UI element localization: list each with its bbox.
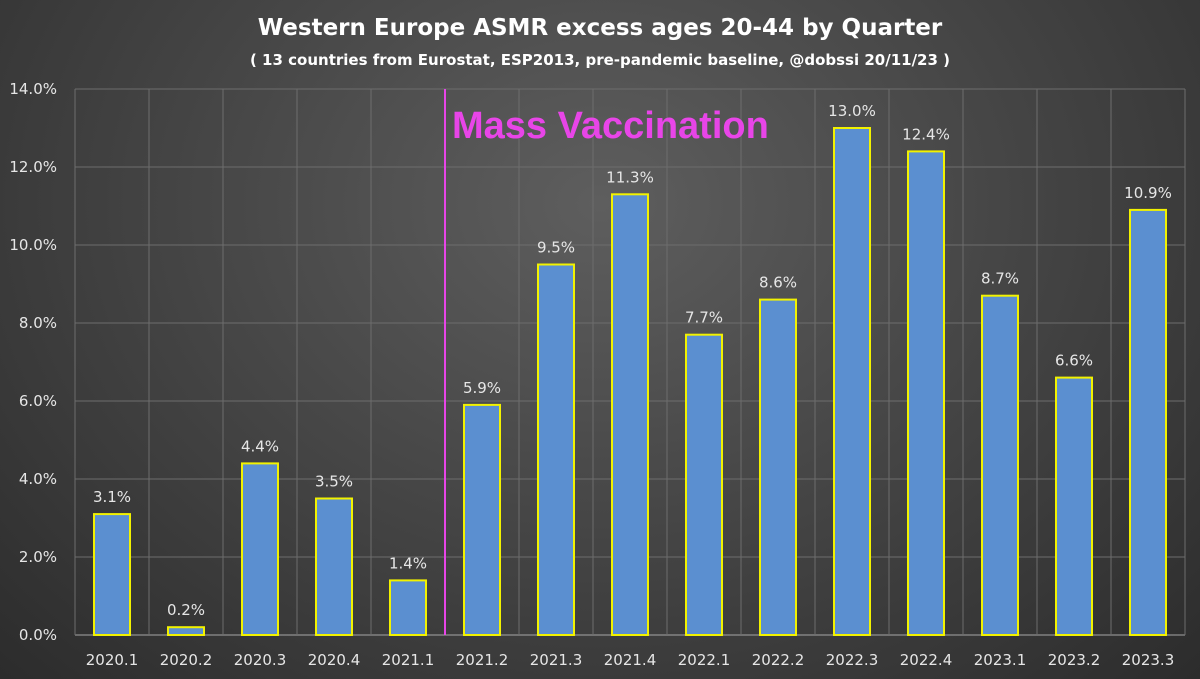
bar-value-label-2022.4: 12.4% [902,125,950,143]
bar-2022.2 [759,298,797,636]
y-tick-label: 4.0% [19,470,57,488]
bar-value-label-2021.1: 1.4% [389,554,427,572]
bar-value-label-2021.3: 9.5% [537,239,575,257]
x-tick-label-2022.1: 2022.1 [678,651,731,669]
bar-2021.3 [537,263,575,636]
bar-2022.4 [907,150,945,636]
x-tick-label-2021.1: 2021.1 [382,651,435,669]
x-tick-label-2021.2: 2021.2 [456,651,509,669]
x-tick-label-2022.3: 2022.3 [826,651,879,669]
y-tick-label: 8.0% [19,314,57,332]
bars [93,127,1167,637]
bar-2020.1 [93,513,131,636]
x-tick-label-2023.3: 2023.3 [1122,651,1175,669]
x-tick-label-2021.4: 2021.4 [604,651,657,669]
y-tick-label: 2.0% [19,548,57,566]
chart-title: Western Europe ASMR excess ages 20-44 by… [258,15,943,41]
y-tick-label: 6.0% [19,392,57,410]
bar-2023.2 [1055,376,1093,636]
y-tick-label: 12.0% [9,158,57,176]
bar-2023.1 [981,294,1019,636]
bar-2022.1 [685,333,723,636]
bar-2021.2 [463,403,501,636]
x-tick-label-2020.1: 2020.1 [86,651,139,669]
x-tick-label-2020.4: 2020.4 [308,651,361,669]
bar-value-label-2023.1: 8.7% [981,270,1019,288]
chart-subtitle: ( 13 countries from Eurostat, ESP2013, p… [250,51,950,69]
x-tick-label-2023.2: 2023.2 [1048,651,1101,669]
y-tick-label: 14.0% [9,80,57,98]
bar-2022.3 [833,127,871,636]
vaccination-annotation: Mass Vaccination [452,105,769,147]
bar-value-label-2022.1: 7.7% [685,309,723,327]
bar-2020.2 [167,626,205,637]
y-axis-tick-labels: 0.0% 2.0% 4.0% 6.0% 8.0% 10.0% 12.0% 14.0% [9,80,57,644]
bar-value-label-2020.2: 0.2% [167,601,205,619]
bar-2020.4 [315,497,353,636]
x-tick-label-2022.4: 2022.4 [900,651,953,669]
bar-value-label-2021.2: 5.9% [463,379,501,397]
bar-value-labels: 3.1% 0.2% 4.4% 3.5% 1.4% 5.9% 9.5% 11.3% 7.7% 8.6… [93,102,1172,619]
x-axis-tick-labels: 2020.1 2020.2 2020.3 2020.4 2021.1 2021.2 2021… [86,651,1175,669]
bar-value-label-2022.2: 8.6% [759,274,797,292]
x-tick-label-2020.2: 2020.2 [160,651,213,669]
bar-value-label-2020.3: 4.4% [241,437,279,455]
x-tick-label-2020.3: 2020.3 [234,651,287,669]
x-tick-label-2023.1: 2023.1 [974,651,1027,669]
bar-value-label-2022.3: 13.0% [828,102,876,120]
y-tick-label: 10.0% [9,236,57,254]
bar-2020.3 [241,462,279,636]
bar-2021.1 [389,579,427,637]
bar-2021.4 [611,193,649,637]
bar-value-label-2020.1: 3.1% [93,488,131,506]
bar-2023.3 [1129,208,1167,636]
bar-value-label-2021.4: 11.3% [606,168,654,186]
bar-value-label-2023.3: 10.9% [1124,184,1172,202]
x-tick-label-2022.2: 2022.2 [752,651,805,669]
bar-value-label-2020.4: 3.5% [315,473,353,491]
y-tick-label: 0.0% [19,626,57,644]
bar-value-label-2023.2: 6.6% [1055,352,1093,370]
x-tick-label-2021.3: 2021.3 [530,651,583,669]
